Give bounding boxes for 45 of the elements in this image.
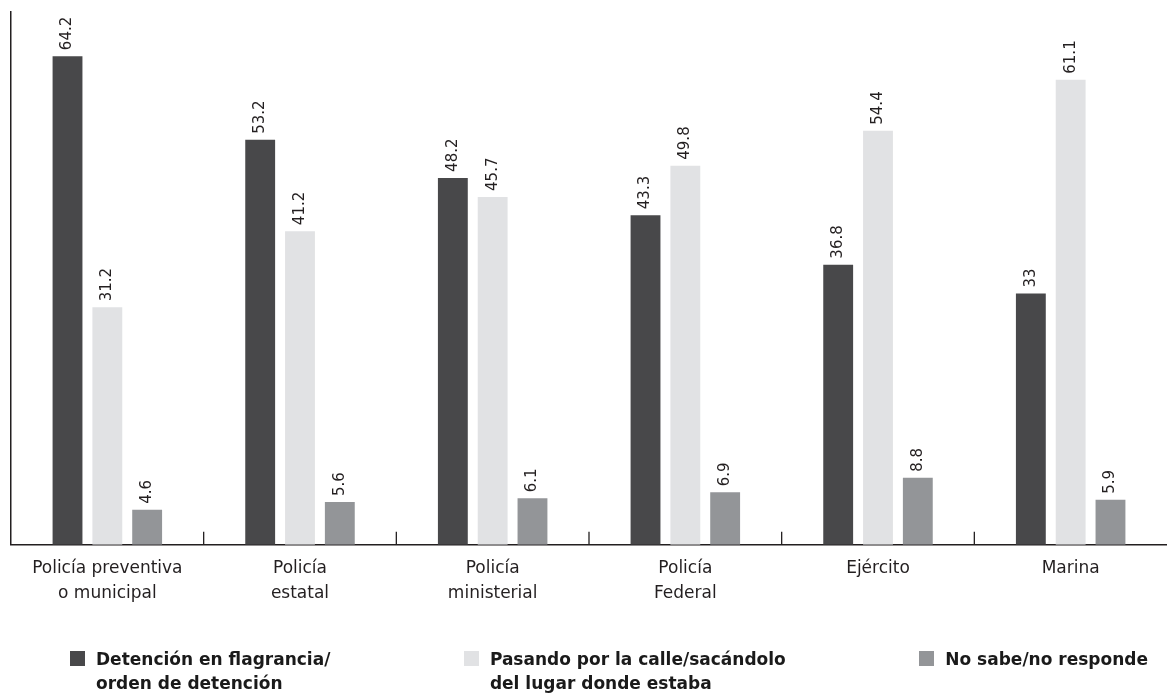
- data-label: 54.4: [867, 91, 886, 125]
- data-label: 33: [1020, 268, 1039, 288]
- bar: [863, 130, 893, 545]
- bar: [670, 165, 701, 545]
- data-label: 49.8: [675, 126, 694, 160]
- data-label: 43.3: [635, 175, 654, 210]
- bar: [1055, 79, 1086, 545]
- bar: [710, 492, 741, 545]
- bar: [477, 196, 508, 545]
- data-label: 41.2: [289, 191, 308, 226]
- bar: [324, 502, 355, 545]
- bar: [437, 177, 468, 545]
- legend-label: Pasando por la calle/sacándolo del lugar donde estaba: [489, 648, 786, 693]
- legend-label: Detención en flagrancia/orden de detención: [96, 648, 331, 693]
- bar: [630, 215, 661, 545]
- bar: [92, 307, 123, 545]
- bar: [1095, 499, 1126, 545]
- x-tick-label: Policía Federal: [653, 557, 717, 603]
- x-tick-label: Policía preventiva o municipal: [32, 557, 183, 603]
- bar: [245, 139, 276, 545]
- bar: [902, 477, 933, 545]
- bar: [1015, 293, 1046, 545]
- x-tick-label: Ejército: [846, 557, 910, 578]
- data-label: 4.6: [137, 479, 156, 504]
- data-label: 64.2: [57, 16, 76, 51]
- data-label: 31.2: [97, 267, 116, 302]
- bar: [52, 56, 83, 545]
- bar: [823, 264, 854, 545]
- bar: [285, 231, 315, 545]
- data-label: 36.8: [828, 225, 847, 259]
- bar: [132, 509, 163, 545]
- data-label: 8.8: [907, 447, 926, 472]
- data-label: 53.2: [250, 100, 269, 134]
- data-label: 5.6: [329, 472, 348, 497]
- x-tick-label: Marina: [1041, 557, 1100, 578]
- data-label: 6.9: [715, 462, 734, 487]
- data-label: 61.1: [1060, 40, 1079, 74]
- x-tick-label: Policía estatal: [270, 557, 330, 603]
- legend-label: No sabe/no responde: [945, 648, 1148, 671]
- data-label: 6.1: [522, 468, 541, 493]
- x-tick-label: Policía ministerial: [447, 557, 538, 603]
- data-label: 45.7: [482, 157, 501, 191]
- bar: [517, 498, 548, 545]
- data-label: 5.9: [1100, 469, 1119, 494]
- data-label: 48.2: [442, 138, 461, 172]
